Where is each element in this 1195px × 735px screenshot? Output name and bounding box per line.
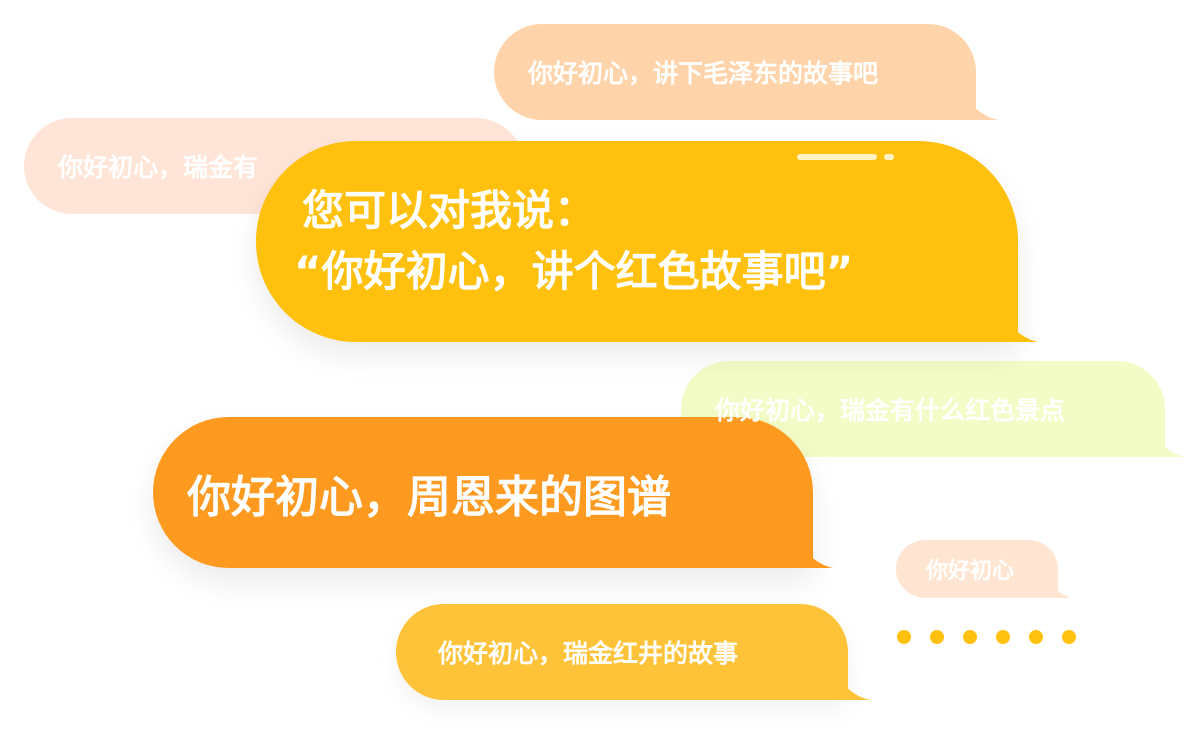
main-prompt-bubble: 您可以对我说： “你好初心，讲个红色故事吧” (256, 141, 1038, 342)
bubble-highlight-line (797, 154, 877, 160)
suggestion-bubble-maozedong: 你好初心，讲下毛泽东的故事吧 (494, 24, 998, 120)
suggestion-text: 你好初心，周恩来的图谱 (187, 471, 671, 523)
suggestion-text: 你好初心，讲下毛泽东的故事吧 (528, 59, 879, 88)
suggestion-text: 你好初心 (926, 559, 1015, 584)
main-prompt-intro: 您可以对我说： (302, 185, 597, 235)
bubble-tail-icon (1145, 417, 1185, 457)
typing-dot (930, 630, 944, 644)
typing-dot (996, 630, 1010, 644)
main-prompt-example: “你好初心，讲个红色故事吧” (294, 246, 854, 296)
typing-dot (963, 630, 977, 644)
typing-indicator (897, 630, 1076, 644)
bubble-tail-icon (998, 302, 1038, 342)
bubble-tail-icon (793, 528, 833, 568)
typing-dot (1062, 630, 1076, 644)
suggestion-bubble-zhouenlai: 你好初心，周恩来的图谱 (153, 417, 833, 568)
suggestion-text: 你好初心，瑞金红井的故事 (438, 639, 739, 668)
suggestion-text: 你好初心，瑞金有什么红色景点 (715, 396, 1066, 425)
suggestion-bubble-short: 你好初心 (896, 540, 1072, 598)
typing-dot (897, 630, 911, 644)
bubble-tail-icon (830, 660, 870, 700)
typing-dot (1029, 630, 1043, 644)
bubble-tail-icon (958, 80, 998, 120)
suggestion-text: 你好初心，瑞金有 (58, 153, 259, 182)
bubble-tail-icon (1048, 574, 1072, 598)
bubble-highlight-dot (884, 154, 894, 160)
suggestion-bubble-hongjing: 你好初心，瑞金红井的故事 (396, 604, 870, 700)
